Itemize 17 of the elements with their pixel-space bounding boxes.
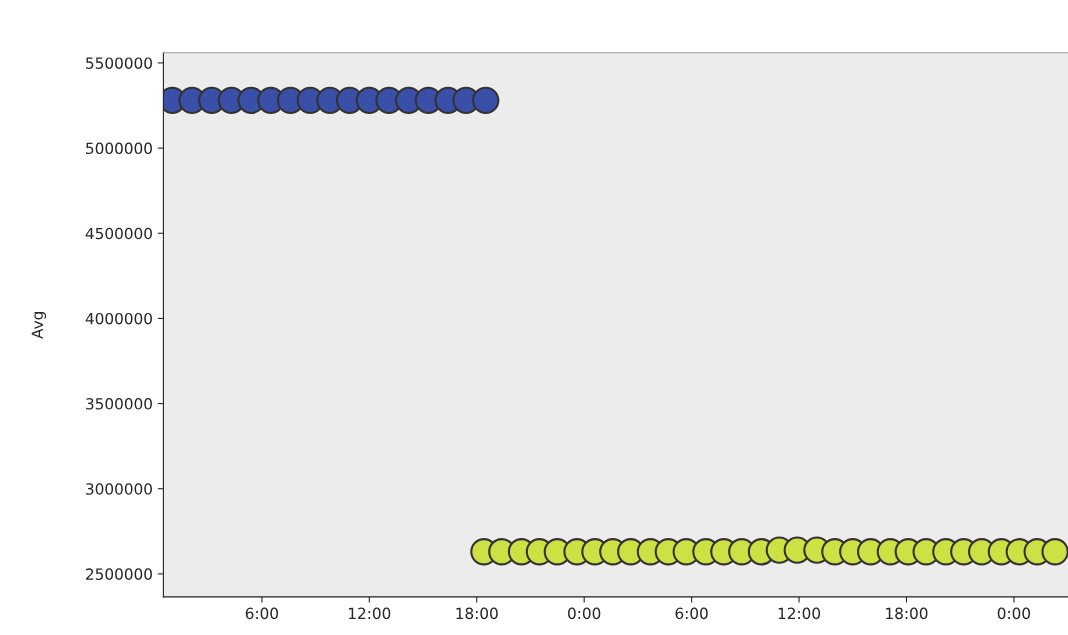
x-tick-label: 6:00: [675, 607, 708, 620]
x-tick-label: 0:00: [997, 607, 1031, 620]
x-tick-label: 18:00: [886, 607, 928, 620]
x-tick-label: 18:00: [456, 607, 498, 620]
y-tick-label: 3000000: [86, 483, 152, 495]
x-tick-label: 0:00: [568, 607, 601, 620]
x-tick-label: 12:00: [778, 607, 821, 620]
y-tick-label: 4500000: [85, 227, 152, 240]
y-tick-label: 4000000: [85, 312, 152, 325]
y-axis-title: Avg: [31, 312, 47, 339]
y-tick-label: 5500000: [86, 57, 152, 69]
y-tick-label: 3500000: [86, 398, 152, 410]
y-tick-label: 5000000: [86, 142, 152, 155]
x-tick-label: 12:00: [348, 607, 391, 620]
y-tick-label: 2500000: [86, 568, 152, 580]
x-tick-label: 6:00: [245, 607, 279, 620]
point: [1041, 538, 1068, 566]
